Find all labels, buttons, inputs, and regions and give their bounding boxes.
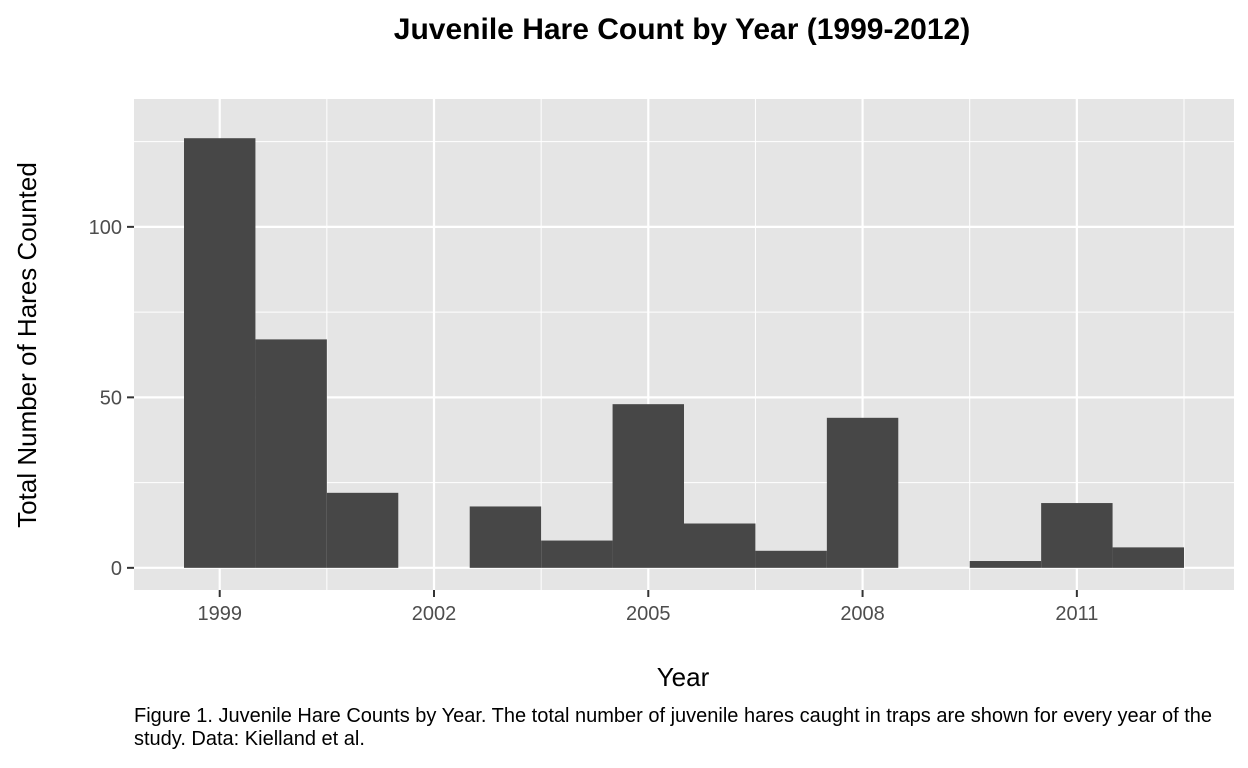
bars [184,138,1184,568]
y-tick-label: 50 [100,387,122,409]
bar-2003 [469,506,542,568]
y-axis: 0 50 100 [89,217,134,580]
bar-1999 [184,138,256,568]
bar-2011 [1041,503,1113,568]
bar-2000 [255,339,327,568]
x-tick-label: 2011 [1055,603,1098,625]
bar-2005 [612,404,684,568]
bar-2010 [969,561,1042,568]
x-tick-label: 2005 [626,603,671,625]
y-axis-title: Total Number of Hares Counted [12,162,42,528]
x-axis-title: Year [657,662,710,692]
bar-2006 [684,523,756,568]
bar-2012 [1112,547,1184,568]
x-tick-label: 2002 [412,603,457,625]
y-tick-label: 100 [89,217,122,239]
bar-2001 [326,492,399,568]
y-tick-label: 0 [111,558,122,580]
x-tick-label: 1999 [197,603,242,625]
bar-2004 [541,540,613,568]
x-axis: 1999 2002 2005 2008 2011 [197,590,1098,625]
figure-caption: Figure 1. Juvenile Hare Counts by Year. … [134,705,1213,750]
x-tick-label: 2008 [840,603,885,625]
bar-2008 [826,417,899,568]
chart-title: Juvenile Hare Count by Year (1999-2012) [394,13,970,46]
bar-2007 [755,550,827,568]
chart: Juvenile Hare Count by Year (1999-2012) … [12,13,1234,692]
